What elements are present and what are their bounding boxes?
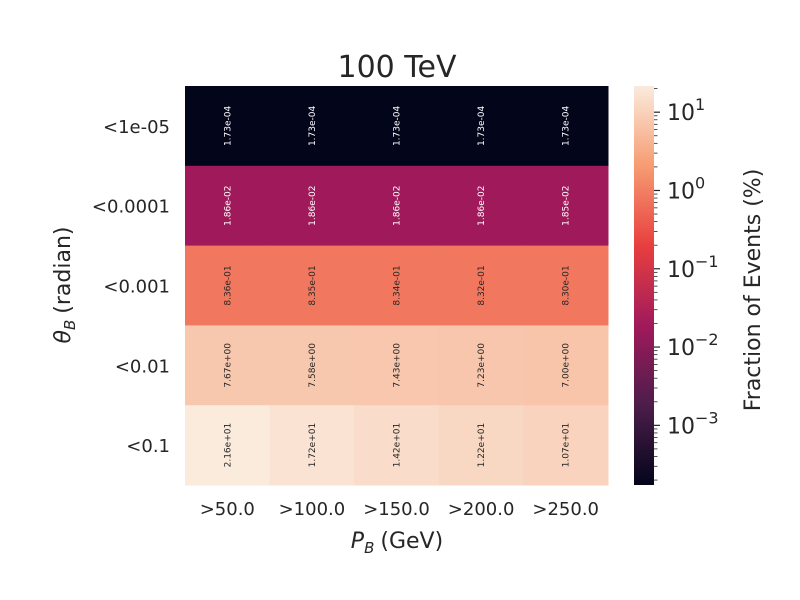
cell-value-label: 8.30e-01 bbox=[562, 265, 572, 305]
heatmap-cell bbox=[185, 245, 271, 326]
heatmap-cell bbox=[438, 325, 524, 406]
colorbar-tick-exponent: 1 bbox=[695, 95, 705, 114]
y-axis-label-main: θ bbox=[51, 329, 76, 343]
colorbar-tick-base: 10 bbox=[667, 258, 695, 283]
y-tick-label: <0.001 bbox=[103, 277, 170, 298]
heatmap-cell bbox=[523, 245, 609, 326]
colorbar-tick-label: 10−3 bbox=[667, 408, 719, 439]
y-tick-label: <0.01 bbox=[115, 356, 170, 377]
y-axis-label-sub: B bbox=[61, 320, 79, 330]
heatmap-cell bbox=[269, 86, 355, 167]
heatmap-cell bbox=[438, 165, 524, 247]
cell-value-label: 1.42e+01 bbox=[393, 423, 403, 468]
colorbar bbox=[634, 86, 654, 485]
colorbar-tick-label: 10−2 bbox=[667, 330, 719, 361]
cell-value-label: 1.73e-04 bbox=[477, 105, 487, 146]
cell-value-label: 8.35e-01 bbox=[308, 265, 318, 305]
colorbar-tick-exponent: −2 bbox=[695, 330, 719, 349]
colorbar-tick-exponent: 0 bbox=[695, 173, 705, 192]
heatmap-cell bbox=[523, 405, 609, 486]
heatmap-cells bbox=[185, 86, 609, 486]
x-tick-label: >50.0 bbox=[200, 499, 255, 520]
heatmap-cell bbox=[269, 165, 355, 247]
x-axis-label-sub: B bbox=[364, 539, 374, 557]
x-axis-label-unit: (GeV) bbox=[380, 529, 443, 554]
heatmap-cell bbox=[354, 405, 440, 486]
heatmap-cell bbox=[269, 405, 355, 486]
y-tick-label: <0.0001 bbox=[92, 197, 170, 218]
cell-value-label: 1.72e+01 bbox=[308, 423, 318, 468]
cell-value-label: 8.32e-01 bbox=[477, 265, 487, 305]
cell-value-label: 1.73e-04 bbox=[308, 105, 318, 146]
y-tick-label: <0.1 bbox=[126, 436, 170, 457]
colorbar-tick-exponent: −3 bbox=[695, 408, 719, 427]
cell-value-label: 7.00e+00 bbox=[562, 343, 572, 388]
heatmap-cell bbox=[354, 325, 440, 406]
cell-value-label: 1.22e+01 bbox=[477, 423, 487, 468]
heatmap-cell bbox=[354, 165, 440, 247]
cell-value-label: 8.34e-01 bbox=[393, 265, 403, 305]
x-axis-label-main: P bbox=[351, 529, 365, 554]
cell-value-label: 7.67e+00 bbox=[223, 343, 233, 388]
y-axis-label: θB (radian) bbox=[51, 227, 79, 344]
cell-value-label: 1.86e-02 bbox=[308, 186, 318, 226]
colorbar-tick-base: 10 bbox=[667, 101, 695, 126]
cell-value-label: 1.85e-02 bbox=[562, 186, 572, 226]
cell-value-label: 1.86e-02 bbox=[223, 186, 233, 226]
heatmap-cell bbox=[354, 86, 440, 167]
heatmap-cell bbox=[185, 86, 271, 167]
colorbar-tick-label: 100 bbox=[667, 173, 705, 204]
colorbar-tick-base: 10 bbox=[667, 414, 695, 439]
x-axis-tick-labels: >50.0 >100.0 >150.0 >200.0 >250.0 bbox=[200, 499, 599, 520]
x-axis-label: PB (GeV) bbox=[351, 529, 443, 557]
cell-value-label: 1.86e-02 bbox=[393, 186, 403, 226]
heatmap-cell bbox=[438, 245, 524, 326]
cell-value-label: 1.07e+01 bbox=[562, 423, 572, 468]
x-tick-label: >100.0 bbox=[279, 499, 346, 520]
heatmap-cell bbox=[354, 245, 440, 326]
x-tick-label: >250.0 bbox=[532, 499, 599, 520]
cell-value-label: 7.58e+00 bbox=[308, 343, 318, 388]
heatmap-cell bbox=[438, 405, 524, 486]
cell-value-label: 1.86e-02 bbox=[477, 186, 487, 226]
x-tick-label: >200.0 bbox=[448, 499, 515, 520]
heatmap-cell bbox=[438, 86, 524, 167]
colorbar-tick-exponent: −1 bbox=[695, 252, 719, 271]
heatmap-cell bbox=[185, 165, 271, 247]
cell-value-label: 1.73e-04 bbox=[562, 105, 572, 146]
colorbar-tick-base: 10 bbox=[667, 179, 695, 204]
cell-value-label: 7.23e+00 bbox=[477, 343, 487, 388]
heatmap-cell bbox=[523, 165, 609, 247]
heatmap-cell bbox=[523, 86, 609, 167]
heatmap-cell-labels: 1.73e-04 1.73e-04 1.73e-04 1.73e-04 1.73e-04… bbox=[223, 105, 571, 467]
colorbar-tick-base: 10 bbox=[667, 336, 695, 361]
heatmap-cell bbox=[269, 325, 355, 406]
cell-value-label: 1.73e-04 bbox=[223, 105, 233, 146]
heatmap-cell bbox=[185, 325, 271, 406]
cell-value-label: 1.73e-04 bbox=[393, 105, 403, 146]
heatmap-cell bbox=[185, 405, 271, 486]
colorbar-label: Fraction of Events (%) bbox=[741, 169, 766, 412]
y-tick-label: <1e-05 bbox=[103, 117, 170, 138]
y-axis-tick-labels: <1e-05 <0.0001 <0.001 <0.01 <0.1 bbox=[92, 117, 170, 457]
heatmap-cell bbox=[269, 245, 355, 326]
heatmap-cell bbox=[523, 325, 609, 406]
colorbar-tick-label: 10−1 bbox=[667, 252, 719, 283]
cell-value-label: 8.36e-01 bbox=[223, 265, 233, 305]
x-tick-label: >150.0 bbox=[363, 499, 430, 520]
cell-value-label: 2.16e+01 bbox=[223, 423, 233, 468]
cell-value-label: 7.43e+00 bbox=[393, 343, 403, 388]
y-axis-label-unit: (radian) bbox=[51, 227, 76, 314]
chart-title: 100 TeV bbox=[337, 50, 456, 85]
colorbar-tick-label: 101 bbox=[667, 95, 705, 126]
